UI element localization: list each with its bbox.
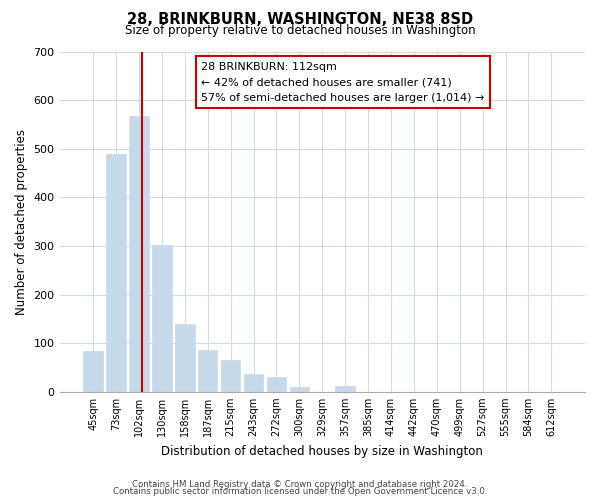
X-axis label: Distribution of detached houses by size in Washington: Distribution of detached houses by size … bbox=[161, 444, 483, 458]
Bar bbox=[267, 377, 286, 392]
Bar bbox=[290, 387, 309, 392]
Text: Contains HM Land Registry data © Crown copyright and database right 2024.: Contains HM Land Registry data © Crown c… bbox=[132, 480, 468, 489]
Bar bbox=[175, 324, 194, 392]
Y-axis label: Number of detached properties: Number of detached properties bbox=[15, 128, 28, 314]
Bar bbox=[152, 245, 172, 392]
Bar bbox=[335, 386, 355, 392]
Bar bbox=[129, 116, 149, 392]
Text: 28 BRINKBURN: 112sqm
← 42% of detached houses are smaller (741)
57% of semi-deta: 28 BRINKBURN: 112sqm ← 42% of detached h… bbox=[202, 62, 485, 103]
Bar bbox=[106, 154, 126, 392]
Text: Contains public sector information licensed under the Open Government Licence v3: Contains public sector information licen… bbox=[113, 488, 487, 496]
Bar bbox=[83, 351, 103, 392]
Bar bbox=[221, 360, 241, 392]
Bar bbox=[198, 350, 217, 392]
Text: 28, BRINKBURN, WASHINGTON, NE38 8SD: 28, BRINKBURN, WASHINGTON, NE38 8SD bbox=[127, 12, 473, 26]
Text: Size of property relative to detached houses in Washington: Size of property relative to detached ho… bbox=[125, 24, 475, 37]
Bar bbox=[244, 374, 263, 392]
